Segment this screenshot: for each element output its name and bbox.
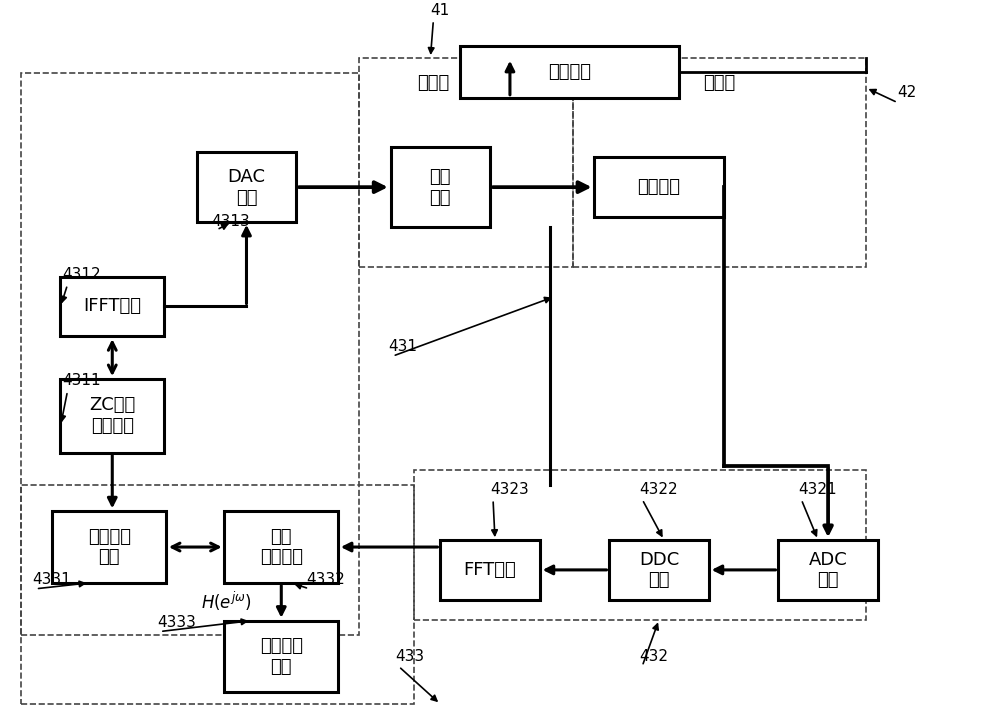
Bar bbox=[359, 58, 573, 266]
Bar bbox=[573, 58, 866, 266]
Bar bbox=[391, 148, 490, 227]
Text: 41: 41 bbox=[430, 3, 450, 18]
Bar bbox=[594, 157, 724, 217]
Text: 时钟同步: 时钟同步 bbox=[548, 63, 591, 81]
Text: DAC
模块: DAC 模块 bbox=[227, 168, 265, 206]
Text: 相关
运算模块: 相关 运算模块 bbox=[260, 528, 303, 566]
Text: 4322: 4322 bbox=[639, 482, 678, 497]
Text: 433: 433 bbox=[396, 649, 425, 665]
Bar bbox=[21, 73, 359, 634]
Text: 4323: 4323 bbox=[490, 482, 529, 497]
Text: 射频
通道: 射频 通道 bbox=[430, 168, 451, 206]
Text: 射频通道: 射频通道 bbox=[638, 178, 681, 196]
Text: FFT模块: FFT模块 bbox=[464, 561, 516, 579]
Text: 432: 432 bbox=[639, 649, 668, 665]
Text: 4333: 4333 bbox=[157, 615, 196, 630]
Bar bbox=[60, 379, 164, 453]
Bar bbox=[460, 46, 679, 98]
Bar bbox=[414, 471, 866, 620]
Text: 4332: 4332 bbox=[306, 572, 345, 587]
Text: 4321: 4321 bbox=[798, 482, 837, 497]
Bar bbox=[224, 511, 338, 583]
Text: 接收机: 接收机 bbox=[703, 74, 735, 92]
Bar bbox=[224, 620, 338, 692]
Text: 发射机: 发射机 bbox=[418, 74, 450, 92]
Text: $H(e^{j\omega})$: $H(e^{j\omega})$ bbox=[201, 590, 252, 613]
Text: 4331: 4331 bbox=[33, 572, 71, 587]
Text: 4312: 4312 bbox=[63, 266, 101, 282]
Bar bbox=[197, 152, 296, 222]
Text: 4313: 4313 bbox=[212, 214, 250, 229]
Text: ZC序列
产生模块: ZC序列 产生模块 bbox=[89, 397, 135, 435]
Text: 幅频估计
模块: 幅频估计 模块 bbox=[260, 637, 303, 675]
Text: ADC
模块: ADC 模块 bbox=[809, 550, 847, 589]
Bar bbox=[60, 277, 164, 336]
Bar bbox=[778, 540, 878, 599]
Bar bbox=[440, 540, 540, 599]
Bar bbox=[52, 511, 166, 583]
Bar bbox=[21, 485, 414, 704]
Text: IFFT模块: IFFT模块 bbox=[83, 298, 141, 316]
Text: 共轭处理
模块: 共轭处理 模块 bbox=[88, 528, 131, 566]
Text: DDC
模块: DDC 模块 bbox=[639, 550, 679, 589]
Text: 42: 42 bbox=[898, 85, 917, 100]
Text: 431: 431 bbox=[389, 339, 418, 354]
Text: 4311: 4311 bbox=[63, 373, 101, 388]
Bar bbox=[609, 540, 709, 599]
